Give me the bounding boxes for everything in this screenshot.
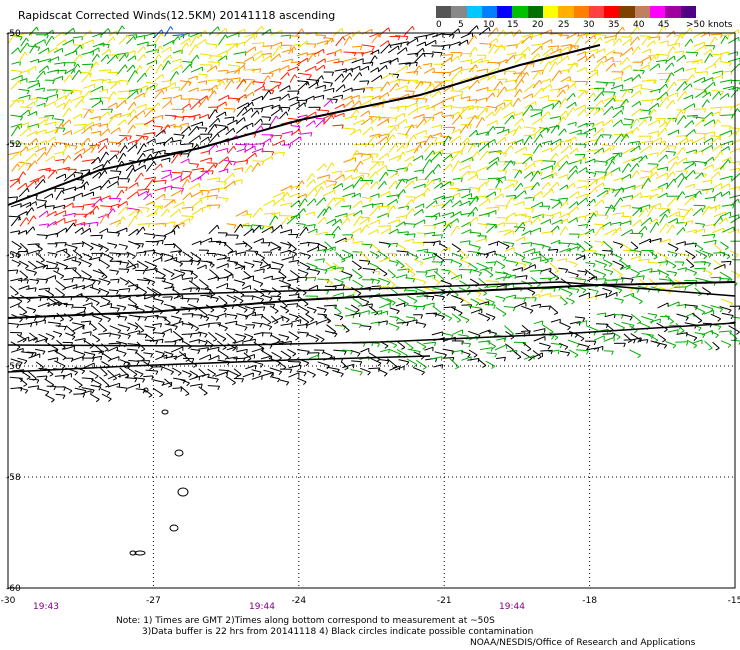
time-label: 19:44 — [499, 602, 525, 612]
legend-swatch — [436, 6, 452, 18]
wind-barbs-layer — [7, 25, 740, 403]
map-title: Rapidscat Corrected Winds(12.5KM) 201411… — [18, 9, 336, 22]
lon-tick-label: -27 — [146, 596, 161, 606]
island — [161, 409, 169, 415]
lat-tick-label: -52 — [6, 140, 21, 150]
legend-swatch — [451, 6, 467, 18]
lat-tick-label: -56 — [6, 362, 21, 372]
island — [129, 550, 137, 556]
legend-labels: 0 5 10 15 20 25 30 35 40 45 >50 knots — [436, 20, 736, 32]
legend-label: 40 — [633, 20, 645, 30]
lon-tick-label: -18 — [582, 596, 597, 606]
island — [123, 361, 131, 369]
legend-swatch — [527, 6, 543, 18]
lat-tick-label: -54 — [6, 251, 21, 261]
lat-tick-label: -60 — [6, 584, 21, 594]
legend-label: 15 — [507, 20, 519, 30]
lon-tick-label: -21 — [437, 596, 452, 606]
note-line-1: Note: 1) Times are GMT 2)Times along bot… — [116, 616, 495, 626]
lon-tick-label: -30 — [1, 596, 16, 606]
lon-tick-label: -15 — [728, 596, 740, 606]
legend-swatch — [497, 6, 513, 18]
legend-label: 30 — [583, 20, 595, 30]
legend-swatch — [588, 6, 605, 18]
legend-label: >50 knots — [686, 20, 733, 30]
legend-swatch — [619, 6, 635, 18]
legend-label: 10 — [483, 20, 495, 30]
legend-swatch — [604, 6, 620, 18]
legend-swatch — [558, 6, 574, 18]
legend-swatch — [573, 6, 589, 18]
island — [177, 487, 189, 497]
grid-lines — [7, 32, 736, 589]
lat-tick-label: -50 — [6, 29, 21, 39]
legend-label: 35 — [608, 20, 620, 30]
legend-label: 5 — [458, 20, 464, 30]
legend-swatch — [680, 6, 696, 18]
island — [134, 550, 146, 556]
credit-line: NOAA/NESDIS/Office of Research and Appli… — [470, 638, 696, 648]
legend-label: 20 — [532, 20, 544, 30]
legend-swatch — [634, 6, 650, 18]
islands-layer — [123, 361, 189, 556]
legend-swatch — [466, 6, 482, 18]
legend-swatch — [665, 6, 681, 18]
note-line-2: 3)Data buffer is 22 hrs from 20141118 4)… — [142, 627, 534, 637]
island — [174, 449, 184, 457]
time-label: 19:44 — [249, 602, 275, 612]
legend-swatch — [481, 6, 498, 18]
legend-label: 45 — [658, 20, 670, 30]
time-label: 19:43 — [33, 602, 59, 612]
legend-swatch — [542, 6, 559, 18]
lat-tick-label: -58 — [6, 473, 21, 483]
lon-tick-label: -24 — [291, 596, 306, 606]
legend-swatch — [649, 6, 666, 18]
legend-label: 0 — [436, 20, 442, 30]
notes: Note: 1) Times are GMT 2)Times along bot… — [116, 616, 533, 638]
legend-swatch — [512, 6, 528, 18]
island — [169, 524, 179, 532]
legend-label: 25 — [558, 20, 570, 30]
wind-speed-legend — [436, 6, 696, 18]
island — [143, 387, 149, 393]
axis-labels: -50 -52 -54 -56 -58 -60 -30 -27 -24 -21 -18 -15 19:4… — [1, 29, 740, 612]
